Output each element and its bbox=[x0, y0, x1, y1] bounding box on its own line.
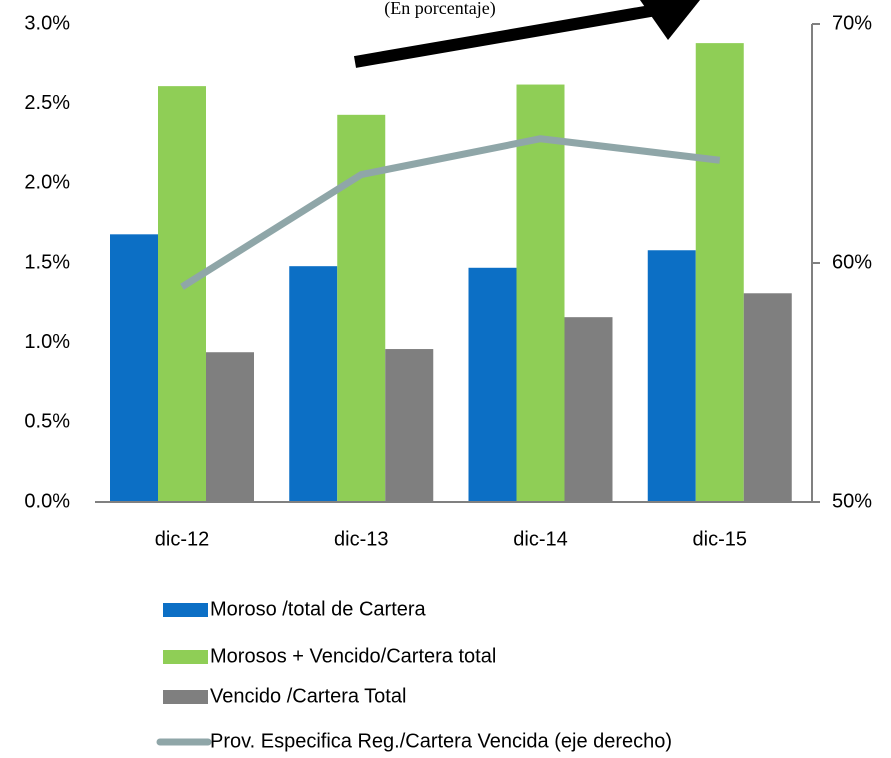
bar bbox=[385, 349, 434, 502]
bar bbox=[468, 267, 517, 502]
y2-tick-label: 50% bbox=[832, 490, 872, 512]
x-tick-label: dic-12 bbox=[155, 528, 209, 550]
y-tick-label: 2.0% bbox=[24, 172, 70, 194]
legend-label: Moroso /total de Cartera bbox=[210, 598, 427, 620]
legend-label: Vencido /Cartera Total bbox=[210, 685, 406, 707]
y2-tick-label: 60% bbox=[832, 251, 872, 273]
legend-label: Morosos + Vencido/Cartera total bbox=[210, 645, 496, 667]
x-tick-label: dic-13 bbox=[334, 528, 388, 550]
bar bbox=[516, 84, 565, 503]
bar bbox=[337, 114, 386, 502]
x-tick-label: dic-14 bbox=[513, 528, 567, 550]
y-tick-label: 2.5% bbox=[24, 92, 70, 114]
legend-swatch bbox=[163, 603, 208, 617]
legend-swatch bbox=[163, 690, 208, 704]
bar bbox=[158, 86, 206, 502]
bar bbox=[695, 43, 744, 503]
chart-subtitle: (En porcentaje) bbox=[384, 0, 495, 19]
bar bbox=[206, 352, 254, 502]
y-tick-label: 3.0% bbox=[24, 12, 70, 34]
decor-arrow bbox=[353, 2, 670, 68]
legend-label: Prov. Especifica Reg./Cartera Vencida (e… bbox=[210, 730, 672, 752]
bar bbox=[564, 317, 613, 502]
decor-arrowhead bbox=[640, 0, 700, 40]
y-tick-label: 0.5% bbox=[24, 411, 70, 433]
y-tick-label: 1.5% bbox=[24, 251, 70, 273]
y-tick-label: 0.0% bbox=[24, 490, 70, 512]
bar bbox=[647, 250, 696, 502]
bar bbox=[743, 293, 792, 502]
bar bbox=[110, 234, 158, 502]
y2-tick-label: 70% bbox=[832, 12, 872, 34]
bar bbox=[289, 266, 338, 502]
x-tick-label: dic-15 bbox=[693, 528, 747, 550]
line-series bbox=[180, 135, 721, 290]
y-tick-label: 1.0% bbox=[24, 331, 70, 353]
legend-swatch bbox=[163, 650, 208, 664]
